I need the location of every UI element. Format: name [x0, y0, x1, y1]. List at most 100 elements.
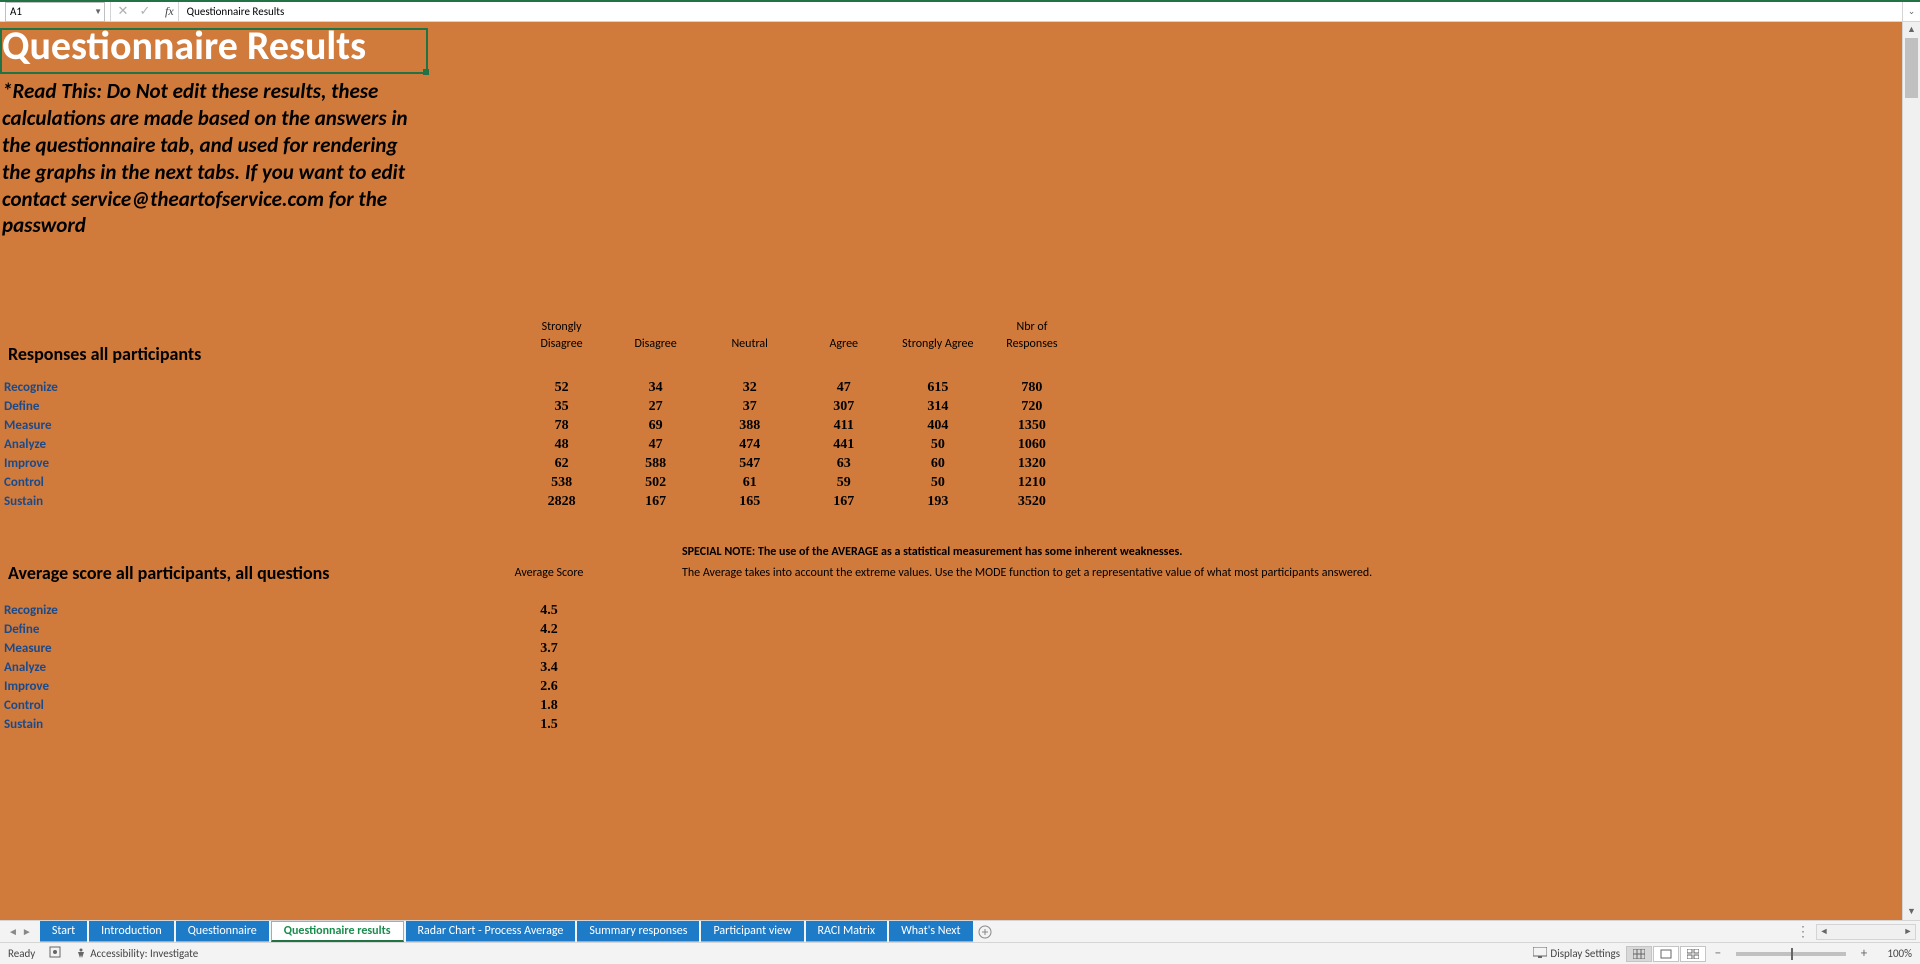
table-row: Analyze4847474441501060	[2, 436, 1078, 453]
avg-col-header: Average Score	[504, 544, 594, 582]
zoom-in-button[interactable]: +	[1858, 946, 1870, 961]
table-row: Measure3.7	[2, 640, 1518, 657]
data-cell: 538	[516, 474, 608, 491]
scroll-up-icon[interactable]: ▲	[1903, 22, 1920, 38]
sheet-tab[interactable]: Start	[40, 921, 87, 942]
tab-nav: ◄ ►	[0, 921, 40, 942]
sheet-tab[interactable]: Questionnaire results	[271, 921, 404, 942]
hscroll-left-icon[interactable]: ◄	[1817, 926, 1831, 937]
data-cell: 1.5	[504, 716, 594, 733]
data-cell: 474	[704, 436, 796, 453]
data-cell: 167	[610, 493, 702, 510]
tab-split-handle[interactable]: ⋮	[1790, 923, 1816, 940]
data-cell: 1320	[986, 455, 1078, 472]
data-cell: 441	[798, 436, 890, 453]
macro-record-icon[interactable]	[49, 946, 61, 961]
zoom-level[interactable]: 100%	[1876, 947, 1912, 960]
col-header: Nbr ofResponses	[986, 319, 1078, 353]
table-row: Analyze3.4	[2, 659, 1518, 676]
data-cell: 1210	[986, 474, 1078, 491]
formula-bar-expand-icon[interactable]: ⌄	[1902, 2, 1920, 22]
scroll-down-icon[interactable]: ▼	[1903, 904, 1920, 920]
data-cell: 1060	[986, 436, 1078, 453]
data-cell: 60	[892, 455, 984, 472]
vertical-scrollbar[interactable]: ▲ ▼	[1902, 22, 1920, 920]
sheet-tab[interactable]: Radar Chart - Process Average	[406, 921, 576, 942]
scroll-thumb[interactable]	[1905, 38, 1918, 98]
row-label: Improve	[2, 455, 514, 472]
data-cell: 35	[516, 398, 608, 415]
data-cell: 27	[610, 398, 702, 415]
enter-icon[interactable]: ✓	[137, 4, 153, 19]
sheet-tab[interactable]: What's Next	[889, 921, 972, 942]
data-cell: 314	[892, 398, 984, 415]
table-row: Improve2.6	[2, 678, 1518, 695]
new-sheet-button[interactable]	[973, 921, 997, 942]
section-heading-responses: Responses all participants	[6, 346, 510, 363]
horizontal-scrollbar[interactable]: ◄ ►	[1816, 924, 1916, 940]
data-cell: 50	[892, 474, 984, 491]
tab-prev-icon[interactable]: ►	[22, 925, 32, 938]
cell-reference: A1	[10, 5, 22, 18]
section-heading-average: Average score all participants, all ques…	[6, 565, 498, 582]
zoom-out-button[interactable]: −	[1712, 946, 1724, 961]
table-row: Recognize52343247615780	[2, 379, 1078, 396]
status-ready: Ready	[8, 947, 35, 960]
data-cell: 165	[704, 493, 796, 510]
data-cell: 588	[610, 455, 702, 472]
data-cell: 59	[798, 474, 890, 491]
row-label: Measure	[2, 640, 502, 657]
row-label: Define	[2, 621, 502, 638]
table-row: Improve6258854763601320	[2, 455, 1078, 472]
data-cell: 63	[798, 455, 890, 472]
page-layout-view-button[interactable]	[1653, 946, 1679, 962]
col-header: Strongly Agree	[892, 319, 984, 353]
formula-input[interactable]: Questionnaire Results	[179, 5, 1902, 18]
page-break-view-button[interactable]	[1680, 946, 1706, 962]
zoom-slider-handle[interactable]	[1791, 948, 1793, 960]
status-bar: Ready Accessibility: Investigate Display…	[0, 942, 1920, 964]
fx-icon[interactable]: fx	[165, 4, 174, 19]
table-row: Sustain1.5	[2, 716, 1518, 733]
name-box[interactable]: A1 ▼	[5, 2, 105, 22]
sheet-tab[interactable]: Participant view	[701, 921, 803, 942]
formula-bar-buttons: ✕ ✓ fx	[110, 2, 179, 22]
data-cell: 404	[892, 417, 984, 434]
data-cell: 69	[610, 417, 702, 434]
sheet-tab[interactable]: Questionnaire	[176, 921, 269, 942]
data-cell: 2.6	[504, 678, 594, 695]
data-cell: 32	[704, 379, 796, 396]
tab-first-icon[interactable]: ◄	[8, 925, 18, 938]
col-header: Neutral	[704, 319, 796, 353]
worksheet-content[interactable]: Questionnaire Results *Read This: Do Not…	[0, 22, 1902, 920]
normal-view-button[interactable]	[1626, 946, 1652, 962]
data-cell: 48	[516, 436, 608, 453]
row-label: Control	[2, 474, 514, 491]
cancel-icon[interactable]: ✕	[115, 4, 131, 19]
table-row: Sustain28281671651671933520	[2, 493, 1078, 510]
data-cell: 4.5	[504, 602, 594, 619]
data-cell: 61	[704, 474, 796, 491]
accessibility-status[interactable]: Accessibility: Investigate	[75, 947, 198, 960]
zoom-slider[interactable]	[1736, 952, 1846, 956]
row-label: Sustain	[2, 493, 514, 510]
special-note-line: The Average takes into account the extre…	[682, 565, 1514, 582]
data-cell: 1350	[986, 417, 1078, 434]
sheet-tab[interactable]: Introduction	[89, 921, 174, 942]
data-cell: 52	[516, 379, 608, 396]
data-cell: 3.7	[504, 640, 594, 657]
row-label: Analyze	[2, 659, 502, 676]
table-row: Recognize4.5	[2, 602, 1518, 619]
data-cell: 1.8	[504, 697, 594, 714]
hscroll-right-icon[interactable]: ►	[1901, 926, 1915, 937]
sheet-tab[interactable]: RACI Matrix	[806, 921, 888, 942]
data-cell: 37	[704, 398, 796, 415]
name-box-dropdown-icon[interactable]: ▼	[94, 7, 102, 17]
sheet-tab[interactable]: Summary responses	[577, 921, 699, 942]
col-header: Disagree	[610, 319, 702, 353]
row-label: Recognize	[2, 602, 502, 619]
col-header: StronglyDisagree	[516, 319, 608, 353]
display-settings-button[interactable]: Display Settings	[1533, 947, 1620, 960]
page-title: Questionnaire Results	[0, 22, 1902, 66]
data-cell: 4.2	[504, 621, 594, 638]
